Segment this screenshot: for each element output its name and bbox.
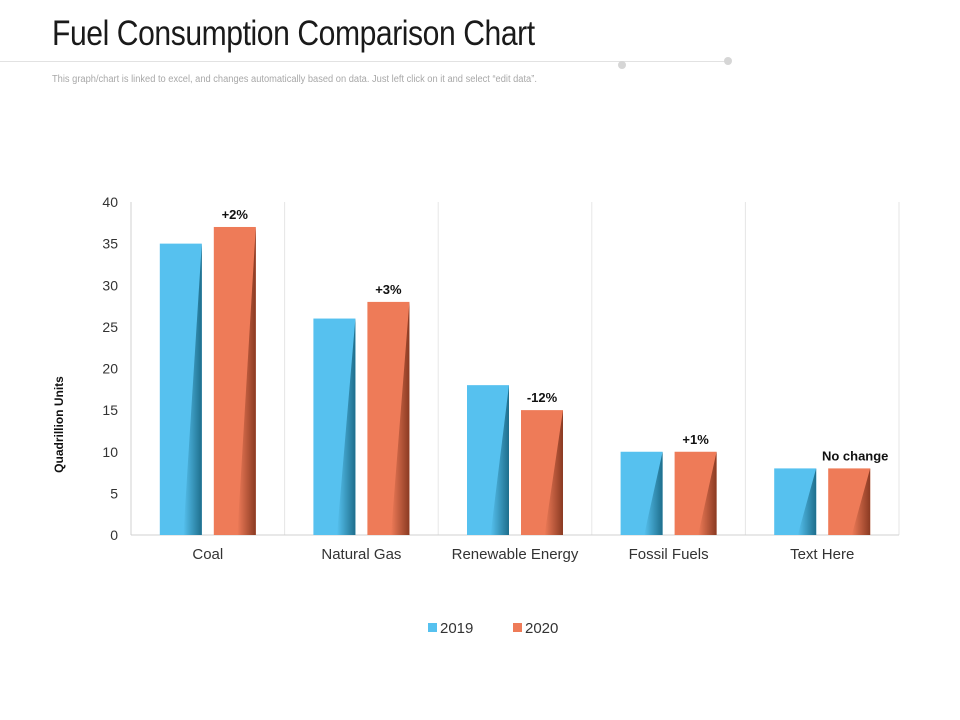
data-label: +3% (375, 282, 402, 297)
bar-shade (797, 468, 817, 535)
page-subtitle: This graph/chart is linked to excel, and… (52, 74, 537, 85)
title-divider (0, 61, 728, 62)
bar-shade (544, 410, 563, 535)
y-tick-label: 40 (102, 194, 118, 210)
legend-label: 2019 (440, 620, 473, 637)
bar-shade (390, 301, 410, 535)
data-label: No change (822, 448, 888, 463)
x-tick-label: Coal (192, 546, 223, 563)
legend-swatch (428, 623, 437, 632)
bar-shade (183, 243, 202, 535)
bar-shade (336, 318, 356, 535)
y-tick-label: 35 (102, 236, 118, 252)
data-label: +2% (222, 207, 249, 222)
x-tick-label: Renewable Energy (452, 546, 579, 563)
data-label: +1% (682, 432, 709, 447)
bar-shade (490, 385, 509, 535)
bar-shade (698, 451, 717, 535)
y-tick-label: 0 (110, 527, 118, 543)
y-tick-label: 20 (102, 361, 118, 377)
bar-shade (237, 226, 256, 535)
y-tick-label: 30 (102, 277, 118, 293)
y-tick-label: 10 (102, 444, 118, 460)
bar-shade (644, 451, 663, 535)
data-label: -12% (527, 390, 558, 405)
y-axis-title: Quadrillion Units (52, 376, 66, 473)
legend-swatch (513, 623, 522, 632)
page-title: Fuel Consumption Comparison Chart (52, 14, 535, 53)
divider-dot (618, 61, 626, 69)
legend-label: 2020 (525, 620, 558, 637)
y-tick-label: 25 (102, 319, 118, 335)
y-tick-label: 15 (102, 402, 118, 418)
divider-dot (724, 57, 732, 65)
bar-shade (851, 468, 871, 535)
x-tick-label: Natural Gas (321, 546, 401, 563)
x-tick-label: Fossil Fuels (629, 546, 709, 563)
x-tick-label: Text Here (790, 546, 854, 563)
y-tick-label: 5 (110, 485, 118, 501)
